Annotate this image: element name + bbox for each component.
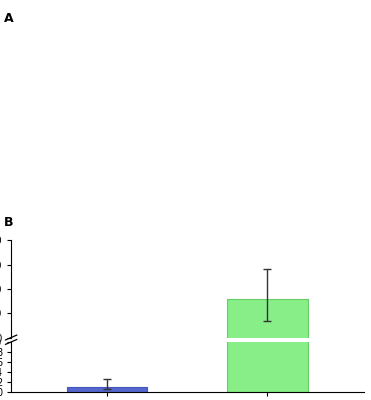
Bar: [67, 361, 147, 362]
Bar: [227, 0, 308, 392]
Text: B: B: [4, 216, 13, 229]
Bar: [227, 299, 308, 362]
Bar: [67, 387, 147, 392]
Text: A: A: [4, 12, 13, 25]
